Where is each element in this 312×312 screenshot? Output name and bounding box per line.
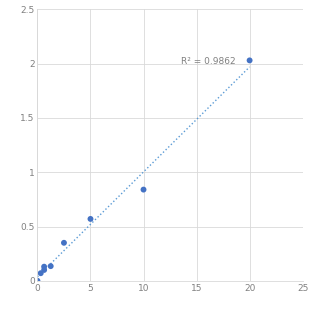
Point — [48, 264, 53, 269]
Point — [41, 264, 46, 269]
Point — [35, 278, 40, 283]
Point — [38, 271, 43, 276]
Point — [41, 267, 46, 272]
Point — [247, 58, 252, 63]
Point — [88, 217, 93, 222]
Point — [61, 240, 66, 245]
Text: R² = 0.9862: R² = 0.9862 — [181, 57, 235, 66]
Point — [141, 187, 146, 192]
